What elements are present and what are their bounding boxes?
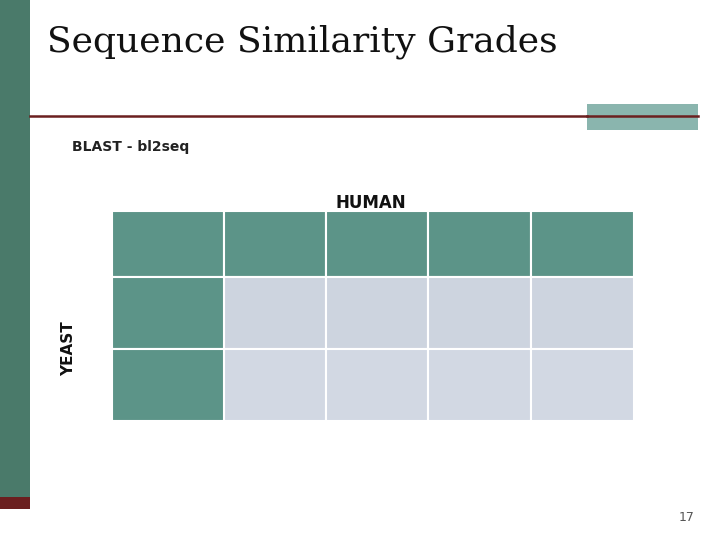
Text: 17: 17 <box>679 511 695 524</box>
Text: 3: 3 <box>474 237 485 251</box>
Text: HUMAN: HUMAN <box>336 194 406 212</box>
Text: -: - <box>374 377 380 393</box>
Text: Sequence Similarity Grades: Sequence Similarity Grades <box>47 24 557 59</box>
Text: 3.6: 3.6 <box>570 377 595 393</box>
Text: 10: 10 <box>266 377 284 393</box>
Text: 2: 2 <box>162 377 173 393</box>
Text: 0.008: 0.008 <box>356 306 399 320</box>
Text: 3e-18: 3e-18 <box>458 306 502 320</box>
Text: 2: 2 <box>372 237 382 251</box>
Text: 4: 4 <box>577 237 588 251</box>
Text: 1: 1 <box>163 306 173 320</box>
Text: -: - <box>272 306 278 320</box>
Text: YEAST: YEAST <box>61 322 76 376</box>
Text: X: X <box>577 306 588 320</box>
Text: 1: 1 <box>270 237 280 251</box>
Text: 0.02: 0.02 <box>463 377 497 393</box>
Text: BLAST - bl2seq: BLAST - bl2seq <box>72 140 189 154</box>
